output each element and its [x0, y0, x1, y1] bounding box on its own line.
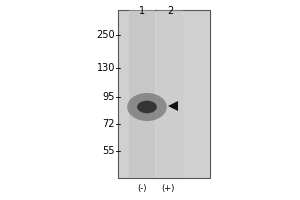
- Text: 250: 250: [96, 30, 115, 40]
- Text: 95: 95: [103, 92, 115, 102]
- Text: 130: 130: [97, 63, 115, 73]
- Bar: [157, 10, 183, 178]
- Ellipse shape: [137, 101, 157, 113]
- Text: 55: 55: [103, 146, 115, 156]
- Bar: [118, 10, 210, 178]
- Text: (+): (+): [161, 184, 175, 192]
- Text: 72: 72: [103, 119, 115, 129]
- Text: 2: 2: [167, 6, 173, 16]
- Bar: [129, 10, 155, 178]
- Ellipse shape: [127, 93, 167, 121]
- Text: 1: 1: [139, 6, 145, 16]
- Text: (-): (-): [137, 184, 147, 192]
- Polygon shape: [168, 101, 178, 111]
